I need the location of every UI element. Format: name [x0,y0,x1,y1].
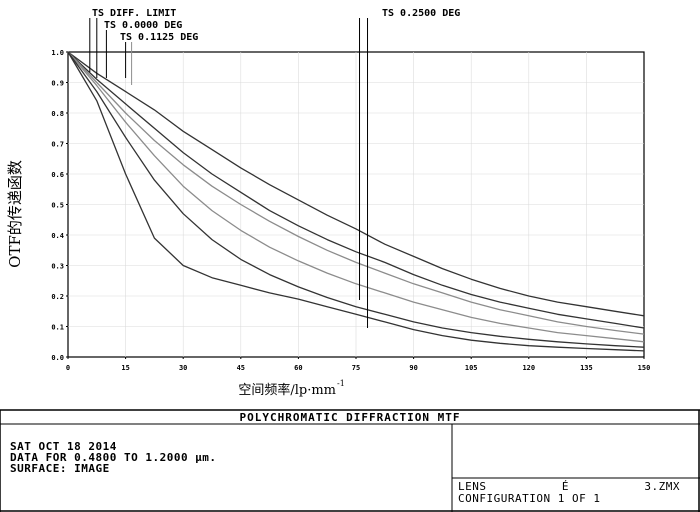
mtf-series-line-3 [67,51,645,335]
grid [68,52,644,357]
lens-name-row: LENS É 3.ZMX [458,481,680,493]
lens-name-value: É [561,480,569,493]
y-tick-label: 0.2 [51,293,64,301]
info-surface: SURFACE: IMAGE [10,462,110,475]
x-tick-label: 45 [237,364,245,372]
x-tick-label: 60 [294,364,302,372]
y-tick-label: 0.3 [51,263,64,271]
lens-name-label: LENS [458,480,487,493]
y-tick-label: 0.9 [51,80,64,88]
mtf-series-line-2 [67,51,645,329]
lens-configuration: CONFIGURATION 1 OF 1 [458,492,601,505]
y-axis-label: OTF的传递函数 [6,160,24,268]
field-label: TS 0.1125 DEG [120,32,198,43]
x-axis-label: 空间频率/lp·mm [238,382,336,398]
lens-config-row: CONFIGURATION 1 OF 1 [458,493,680,505]
x-tick-label: 90 [409,364,417,372]
y-tick-label: 0.0 [51,354,64,362]
chart-title: POLYCHROMATIC DIFFRACTION MTF [239,411,460,424]
x-tick-label: 105 [465,364,478,372]
x-tick-label: 120 [522,364,535,372]
lens-block: LENS É 3.ZMX CONFIGURATION 1 OF 1 [458,481,680,505]
x-tick-label: 75 [352,364,360,372]
y-tick-label: 0.7 [51,141,64,149]
y-tick-label: 1.0 [51,49,64,57]
x-tick-labels: 0 15 30 45 60 75 90 105 120 135 150 [66,357,650,372]
y-tick-label: 0.4 [51,232,64,240]
info-block: SAT OCT 18 2014 DATA FOR 0.4800 TO 1.200… [10,441,217,474]
x-tick-label: 15 [121,364,129,372]
mtf-series-line-5 [67,51,645,348]
mtf-series-line-6 [67,51,645,352]
y-tick-label: 0.1 [51,324,64,332]
x-tick-label: 135 [580,364,593,372]
field-label: TS DIFF. LIMIT [92,8,176,19]
y-tick-labels: 1.0 0.9 0.8 0.7 0.6 0.5 0.4 0.3 0.2 0.1 0.0 [51,49,68,362]
series-lines [67,51,645,352]
x-tick-label: 30 [179,364,187,372]
y-tick-label: 0.8 [51,110,64,118]
field-label: TS 0.0000 DEG [104,20,182,31]
x-tick-label: 0 [66,364,70,372]
x-axis-label-sup: -1 [337,379,345,388]
field-label: TS 0.2500 DEG [382,8,460,19]
lens-file: 3.ZMX [644,480,680,493]
info-date: SAT OCT 18 2014 [10,440,117,453]
y-tick-label: 0.5 [51,202,64,210]
mtf-series-line-1 [67,51,645,317]
y-tick-label: 0.6 [51,171,64,179]
x-tick-label: 150 [638,364,651,372]
info-data-range: DATA FOR 0.4800 TO 1.2000 μm. [10,451,217,464]
mtf-series-line-4 [67,51,645,343]
